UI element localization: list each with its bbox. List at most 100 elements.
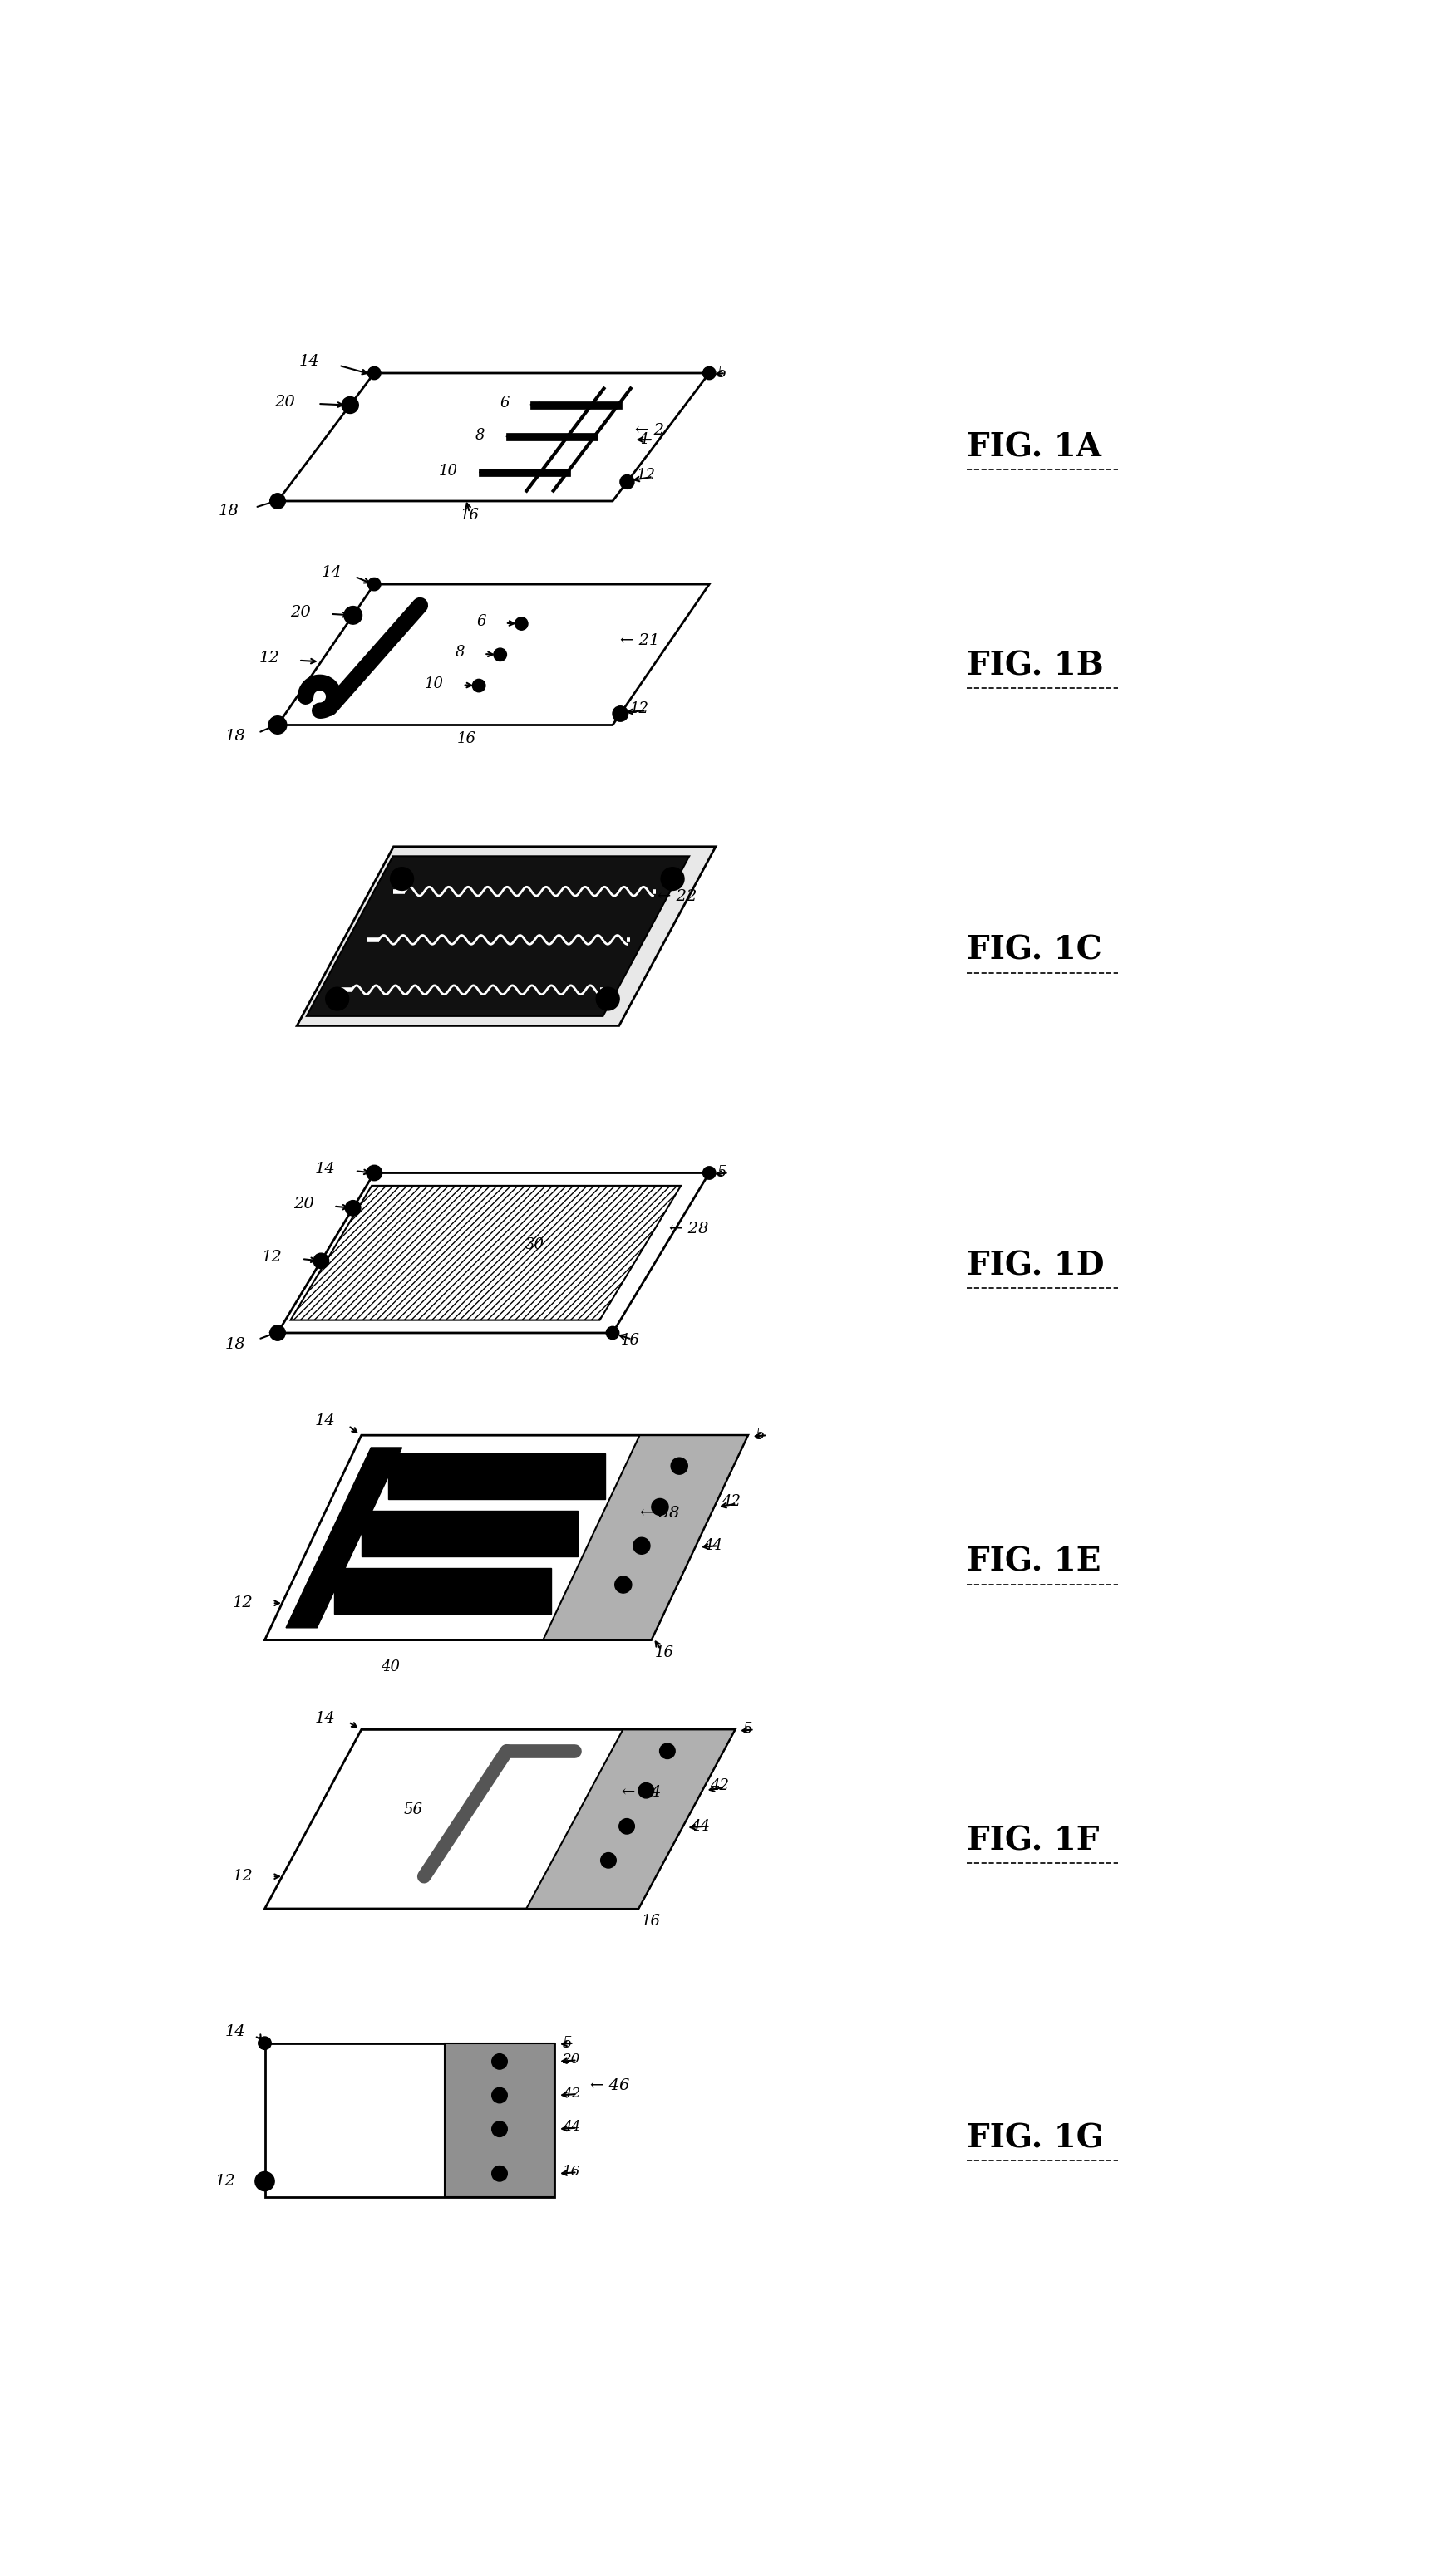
Text: 18: 18 xyxy=(224,1337,245,1352)
Circle shape xyxy=(515,618,529,631)
Text: 4: 4 xyxy=(639,433,647,448)
Circle shape xyxy=(313,1252,329,1267)
Text: 14: 14 xyxy=(316,1162,336,1177)
Polygon shape xyxy=(526,1728,736,1909)
Circle shape xyxy=(391,868,414,891)
Polygon shape xyxy=(388,1453,605,1499)
Text: 14: 14 xyxy=(316,1414,336,1430)
Polygon shape xyxy=(307,855,689,1015)
Text: FIG. 1E: FIG. 1E xyxy=(967,1546,1100,1579)
Circle shape xyxy=(492,2166,507,2182)
Circle shape xyxy=(652,1499,669,1515)
Text: 44: 44 xyxy=(691,1819,710,1834)
Circle shape xyxy=(269,1324,285,1340)
Text: FIG. 1D: FIG. 1D xyxy=(967,1249,1105,1280)
Circle shape xyxy=(613,706,628,721)
Text: FIG. 1G: FIG. 1G xyxy=(967,2123,1103,2154)
Circle shape xyxy=(492,2053,507,2069)
Circle shape xyxy=(620,474,634,489)
Text: 42: 42 xyxy=(710,1777,728,1793)
Circle shape xyxy=(326,987,349,1010)
Text: 6: 6 xyxy=(500,397,510,410)
Text: 42: 42 xyxy=(562,2087,581,2099)
Text: 16: 16 xyxy=(641,1914,660,1929)
Text: 5: 5 xyxy=(717,1164,727,1180)
Text: ← 22: ← 22 xyxy=(657,889,696,904)
Text: FIG. 1C: FIG. 1C xyxy=(967,935,1102,966)
Circle shape xyxy=(660,868,683,891)
Text: FIG. 1A: FIG. 1A xyxy=(967,433,1100,464)
Circle shape xyxy=(492,2123,507,2136)
Polygon shape xyxy=(445,2043,555,2197)
Polygon shape xyxy=(543,1435,749,1641)
Text: 16: 16 xyxy=(562,2164,581,2179)
Circle shape xyxy=(366,1164,382,1180)
Text: 12: 12 xyxy=(233,1870,253,1883)
Text: 8: 8 xyxy=(455,644,465,659)
Text: ← 38: ← 38 xyxy=(640,1504,679,1520)
Text: ← 2: ← 2 xyxy=(636,422,665,438)
Text: ← 28: ← 28 xyxy=(669,1221,708,1236)
Text: ← 54: ← 54 xyxy=(621,1785,662,1801)
Text: 12: 12 xyxy=(216,2174,236,2190)
Text: 5: 5 xyxy=(717,366,727,381)
Text: 14: 14 xyxy=(316,1710,336,1726)
Circle shape xyxy=(639,1783,654,1798)
Text: 16: 16 xyxy=(620,1332,640,1347)
Circle shape xyxy=(601,1852,617,1868)
Circle shape xyxy=(702,1167,715,1180)
Circle shape xyxy=(633,1538,650,1553)
Polygon shape xyxy=(297,848,715,1025)
Text: 5: 5 xyxy=(562,2035,572,2050)
Circle shape xyxy=(607,1327,620,1340)
Polygon shape xyxy=(265,1435,749,1641)
Text: FIG. 1F: FIG. 1F xyxy=(967,1824,1099,1857)
Circle shape xyxy=(615,1577,631,1592)
Text: 14: 14 xyxy=(298,353,320,368)
Polygon shape xyxy=(362,1512,578,1556)
Text: 44: 44 xyxy=(562,2120,581,2136)
Circle shape xyxy=(620,1819,634,1834)
Polygon shape xyxy=(265,1728,736,1909)
Circle shape xyxy=(597,987,620,1010)
Polygon shape xyxy=(334,1569,550,1613)
Polygon shape xyxy=(291,1185,681,1319)
Text: ← 21: ← 21 xyxy=(620,634,660,649)
Circle shape xyxy=(345,605,362,623)
Polygon shape xyxy=(278,1172,710,1332)
Circle shape xyxy=(472,680,485,693)
Text: 16: 16 xyxy=(458,732,476,747)
Circle shape xyxy=(345,1200,361,1216)
Text: 14: 14 xyxy=(321,564,342,580)
Text: 14: 14 xyxy=(224,2025,245,2040)
Circle shape xyxy=(269,716,287,734)
Text: 10: 10 xyxy=(439,464,458,479)
Text: 18: 18 xyxy=(219,502,239,518)
Circle shape xyxy=(492,2087,507,2102)
Text: 20: 20 xyxy=(294,1198,314,1211)
Text: 10: 10 xyxy=(424,677,443,690)
Text: 42: 42 xyxy=(721,1494,741,1510)
Circle shape xyxy=(255,2172,275,2192)
Circle shape xyxy=(670,1458,688,1473)
Circle shape xyxy=(660,1744,675,1759)
Circle shape xyxy=(269,495,285,507)
Text: 6: 6 xyxy=(476,613,487,629)
Circle shape xyxy=(258,2038,271,2050)
Text: 5: 5 xyxy=(743,1723,753,1736)
Text: 40: 40 xyxy=(381,1659,400,1674)
Text: 44: 44 xyxy=(704,1538,723,1553)
Text: 20: 20 xyxy=(291,605,311,618)
Text: 56: 56 xyxy=(404,1803,423,1819)
Circle shape xyxy=(368,366,381,379)
Polygon shape xyxy=(287,1448,403,1628)
Polygon shape xyxy=(278,374,710,502)
Polygon shape xyxy=(278,585,710,724)
Text: 12: 12 xyxy=(630,701,649,716)
Text: 16: 16 xyxy=(460,507,479,523)
Text: 12: 12 xyxy=(259,652,279,667)
Text: 12: 12 xyxy=(233,1595,253,1610)
Text: 12: 12 xyxy=(262,1249,282,1265)
Polygon shape xyxy=(265,2043,555,2197)
Text: 8: 8 xyxy=(475,428,485,443)
